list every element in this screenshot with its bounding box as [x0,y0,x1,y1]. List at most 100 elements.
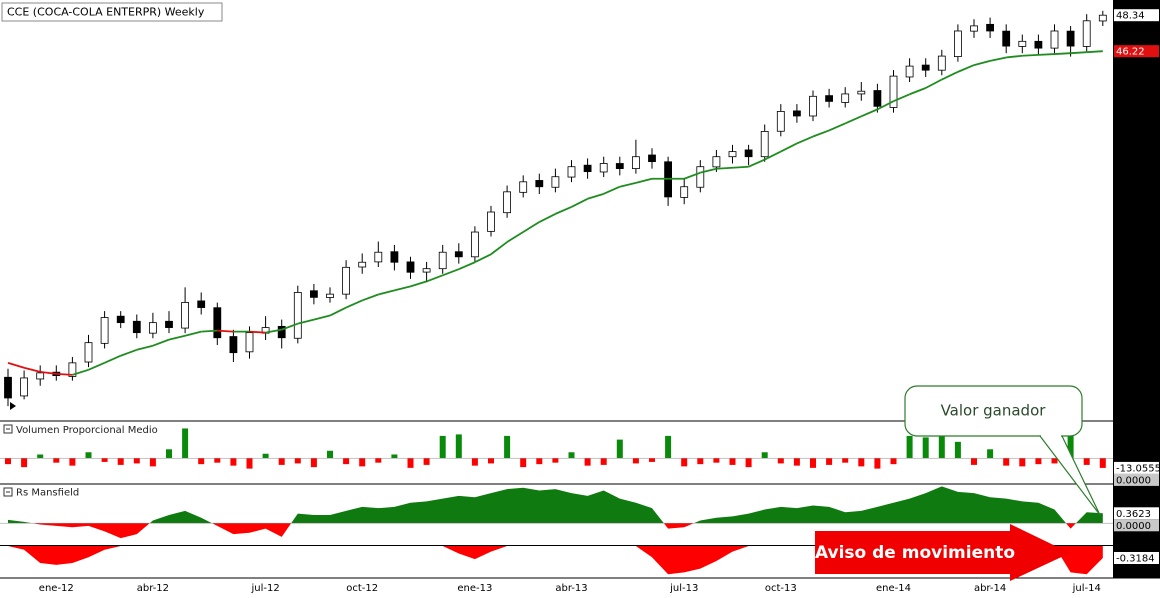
moving-average-segment [925,78,943,89]
candle-body [503,191,512,214]
candle-body [921,64,930,71]
volume-bar [874,458,881,469]
volume-bar [777,458,784,464]
x-tick-label: ene-14 [876,583,911,594]
pane-title: Rs Mansfield [16,488,79,499]
moving-average-segment [1086,50,1103,54]
moving-average-segment [184,330,202,337]
moving-average-segment [828,122,846,132]
moving-average-segment [410,280,427,288]
candle-body [100,317,109,344]
candle-body [68,362,77,377]
moving-average-segment [442,268,460,277]
moving-average-segment [555,206,572,215]
volume-bar [391,454,398,459]
volume-bar [504,435,511,459]
candle-body [245,332,254,353]
y-tick-label-box [1114,473,1159,486]
moving-average-segment [297,318,315,325]
moving-average-segment [490,241,508,255]
moving-average-segment [844,115,862,125]
volume-bar [85,452,92,459]
candle-body [390,251,399,263]
volume-bar [826,458,833,465]
last-price-label: 48.34 [1116,11,1145,22]
volume-bar [665,435,672,459]
volume-bar [471,458,478,466]
x-tick-label: jul-14 [1072,583,1101,594]
volume-bar [423,458,430,465]
candle-body [793,110,801,117]
volume-bar [729,458,736,465]
candle-body [181,302,190,329]
moving-average-segment [796,135,814,145]
volume-bar [262,453,269,459]
candle-body [229,336,238,354]
candle-body [358,261,367,268]
moving-average-segment [683,171,701,180]
callout-text: Valor ganador [941,402,1047,420]
candle-body [1034,40,1043,49]
candle-body [1082,20,1091,47]
moving-average-segment [23,366,41,373]
candle-body [487,211,495,232]
moving-average-segment [780,142,798,153]
volume-bar [278,458,285,465]
x-tick-label: oct-13 [765,583,797,594]
callout-text: Aviso de movimiento [815,543,1015,563]
pane-title: Volumen Proporcional Medio [16,425,158,436]
x-tick-label: jul-13 [669,583,698,594]
candle-body [937,55,946,71]
volume-bar [890,458,897,465]
last-value-label-box [1114,461,1159,474]
moving-average-segment [7,361,25,369]
moving-average-segment [635,177,653,184]
candle-body [680,186,689,198]
candle-body [776,111,785,132]
volume-bar [488,458,494,464]
candle-body [1002,30,1011,47]
last-value-label-box [1114,507,1159,520]
moving-average-segment [345,299,363,309]
candle-body [857,90,866,95]
moving-average-segment [732,165,749,169]
moving-average-segment [361,293,379,302]
volume-bar [294,458,301,464]
candle-body [519,181,528,193]
x-tick-label: jul-12 [250,583,279,594]
last-value-label: 0.3623 [1116,509,1151,520]
volume-bar [375,458,382,463]
moving-average-segment [957,64,975,73]
moving-average-segment [136,344,154,351]
volume-bar [971,458,977,465]
candle-body [84,342,93,363]
labels: ene-12 abr-12 jul-12 oct-12 ene-13 abr-13 jul-… [39,9,1160,594]
candle-body [148,322,157,334]
candle-body [809,95,817,117]
candle-body [873,90,882,107]
moving-average-segment [72,368,89,376]
candle-body [599,163,608,173]
moving-average-label: 46.22 [1116,47,1145,58]
moving-average-segment [522,221,540,233]
volume-bar [214,458,221,463]
moving-average-segment [249,330,266,334]
volume-bar [600,458,607,465]
y-tick-label-box [1114,519,1159,532]
x-tick-label: abr-13 [555,583,587,594]
moving-average-segment [458,261,476,271]
volume-bar [616,439,623,459]
last-value-label: -13.0555 [1116,463,1160,474]
volume-bar [761,452,768,459]
candle-body [889,75,898,108]
moving-average-segment [281,322,299,331]
volume-bar [359,458,366,467]
candle-body [615,163,624,169]
candle-body [197,300,206,308]
candle-body [760,131,769,158]
price-axis-strip [1113,0,1160,578]
moving-average-segment [893,93,910,103]
moving-average-segment [313,314,331,321]
